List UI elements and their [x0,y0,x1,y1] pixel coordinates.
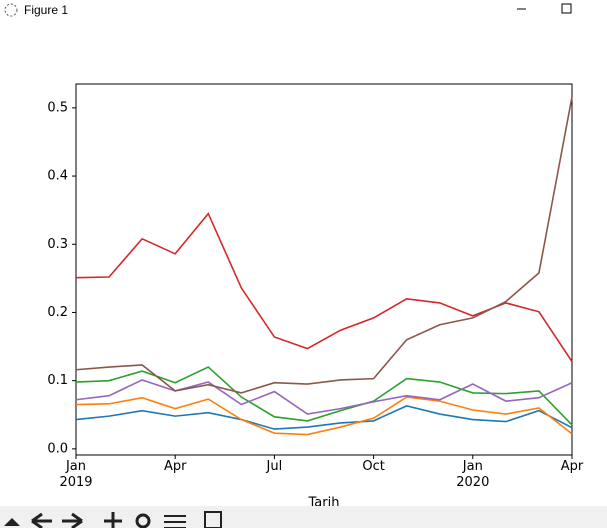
pan-button[interactable] [104,512,122,530]
configure-button[interactable] [164,515,186,529]
zoom-button[interactable] [135,513,151,529]
title-bar-icons [4,3,572,17]
toolbar [0,506,607,530]
save-button[interactable] [204,511,222,529]
window-title: Figure 1 [24,3,69,17]
x-tick-label: Apr [163,459,187,474]
back-button[interactable] [31,512,52,530]
y-tick-label: 0.1 [47,373,68,388]
plot-frame [75,83,573,456]
series-line [75,212,573,363]
series-line [75,379,573,415]
x-tick-label: Jul [266,459,283,474]
maximize-button[interactable] [561,3,572,14]
y-tick-label: 0.2 [47,305,68,320]
x-tick-label: Apr [560,459,584,474]
y-tick-label: 0.3 [47,237,68,252]
series-line [75,96,573,394]
y-tick-label: 0.0 [47,441,68,456]
x-tick-label: Jan 2019 [59,459,93,490]
x-tick-label: Jan 2020 [456,459,490,490]
forward-button[interactable] [62,512,83,530]
series-line [75,396,573,436]
y-tick-label: 0.5 [47,100,68,115]
series-line [75,405,573,430]
y-tick-label: 0.4 [47,169,68,184]
x-tick-label: Oct [362,459,385,474]
title-bar: Figure 1 [0,0,607,20]
toolbar-icons [4,511,222,530]
app-icon [4,3,18,17]
home-button[interactable] [4,518,20,526]
